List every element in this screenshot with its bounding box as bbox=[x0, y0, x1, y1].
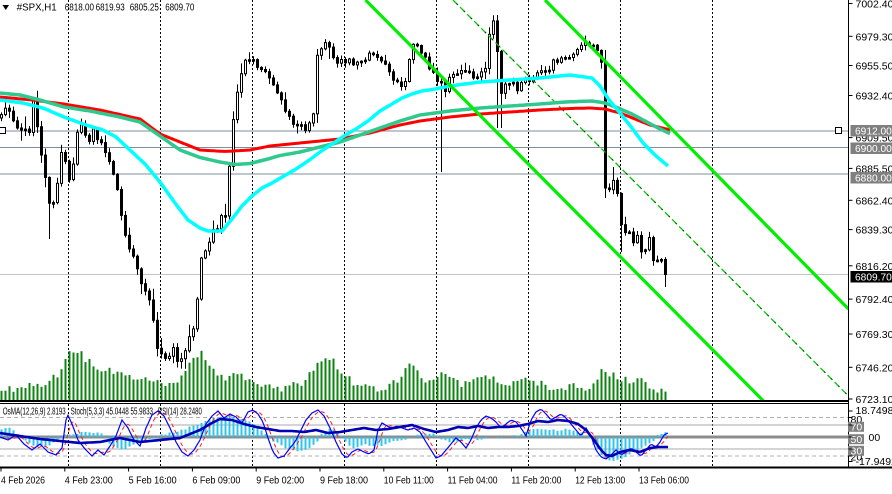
svg-text:6912.00: 6912.00 bbox=[855, 126, 892, 138]
svg-text:6769.30: 6769.30 bbox=[856, 329, 892, 341]
svg-text:11 Feb 04:00: 11 Feb 04:00 bbox=[448, 476, 498, 487]
svg-text:12 Feb 13:00: 12 Feb 13:00 bbox=[575, 476, 625, 487]
svg-text:6839.30: 6839.30 bbox=[856, 225, 892, 237]
svg-text:45.0448: 45.0448 bbox=[106, 407, 129, 418]
svg-text:9 Feb 18:00: 9 Feb 18:00 bbox=[320, 476, 368, 487]
svg-text:6979.30: 6979.30 bbox=[856, 31, 892, 43]
svg-text:6862.40: 6862.40 bbox=[856, 195, 892, 207]
svg-text:6819.93: 6819.93 bbox=[96, 3, 126, 14]
svg-text:2.8193: 2.8193 bbox=[47, 407, 66, 418]
svg-text:4 Feb 23:00: 4 Feb 23:00 bbox=[65, 476, 113, 487]
svg-text:6746.20: 6746.20 bbox=[856, 362, 892, 374]
svg-text:6900.00: 6900.00 bbox=[855, 143, 892, 155]
svg-text:OsMA(12,26,9): OsMA(12,26,9) bbox=[3, 407, 46, 418]
svg-text:6955.50: 6955.50 bbox=[856, 61, 892, 73]
svg-text:70: 70 bbox=[851, 422, 863, 434]
svg-text:6805.25: 6805.25 bbox=[130, 3, 160, 14]
svg-text:5 Feb 16:00: 5 Feb 16:00 bbox=[129, 476, 177, 487]
svg-text:6809.70: 6809.70 bbox=[165, 3, 195, 14]
svg-text:50: 50 bbox=[851, 434, 863, 446]
svg-text:11 Feb 20:00: 11 Feb 20:00 bbox=[511, 476, 561, 487]
svg-text:Stoch(5,3,3): Stoch(5,3,3) bbox=[71, 407, 105, 418]
svg-text:4 Feb 2026: 4 Feb 2026 bbox=[1, 476, 45, 487]
svg-text:13 Feb 06:00: 13 Feb 06:00 bbox=[639, 476, 689, 487]
svg-text:28.2480: 28.2480 bbox=[180, 407, 202, 418]
svg-text:6932.40: 6932.40 bbox=[856, 91, 892, 103]
svg-text:RSI(14): RSI(14) bbox=[158, 407, 178, 418]
svg-text:00: 00 bbox=[869, 432, 881, 444]
svg-text:6 Feb 09:00: 6 Feb 09:00 bbox=[192, 476, 240, 487]
svg-text:6818.00: 6818.00 bbox=[65, 3, 95, 14]
svg-text:10 Feb 11:00: 10 Feb 11:00 bbox=[384, 476, 434, 487]
svg-text:6792.40: 6792.40 bbox=[856, 294, 892, 306]
svg-text:#SPX,H1: #SPX,H1 bbox=[17, 3, 57, 14]
svg-text:6880.00: 6880.00 bbox=[855, 173, 892, 185]
svg-text:9 Feb 02:00: 9 Feb 02:00 bbox=[256, 476, 304, 487]
svg-text:6809.70: 6809.70 bbox=[855, 272, 892, 284]
svg-text:7002.40: 7002.40 bbox=[856, 0, 892, 11]
svg-text:55.9833: 55.9833 bbox=[131, 407, 154, 418]
